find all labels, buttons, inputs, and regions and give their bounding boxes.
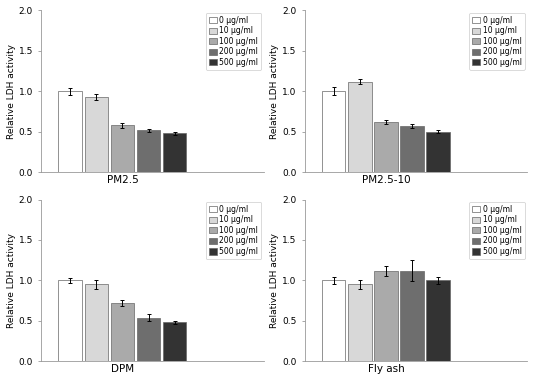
Y-axis label: Relative LDH activity: Relative LDH activity: [7, 44, 16, 139]
Bar: [111, 125, 134, 172]
Legend: 0 μg/ml, 10 μg/ml, 100 μg/ml, 200 μg/ml, 500 μg/ml: 0 μg/ml, 10 μg/ml, 100 μg/ml, 200 μg/ml,…: [469, 202, 525, 259]
Bar: [163, 133, 186, 172]
Bar: [111, 303, 134, 361]
Bar: [58, 280, 82, 361]
Bar: [84, 97, 108, 172]
Y-axis label: Relative LDH activity: Relative LDH activity: [7, 233, 16, 328]
Legend: 0 μg/ml, 10 μg/ml, 100 μg/ml, 200 μg/ml, 500 μg/ml: 0 μg/ml, 10 μg/ml, 100 μg/ml, 200 μg/ml,…: [469, 13, 525, 70]
Bar: [322, 91, 345, 172]
Bar: [400, 126, 424, 172]
Bar: [427, 280, 450, 361]
Bar: [348, 82, 372, 172]
Y-axis label: Relative LDH activity: Relative LDH activity: [271, 233, 279, 328]
Bar: [348, 285, 372, 361]
Legend: 0 μg/ml, 10 μg/ml, 100 μg/ml, 200 μg/ml, 500 μg/ml: 0 μg/ml, 10 μg/ml, 100 μg/ml, 200 μg/ml,…: [206, 202, 261, 259]
Bar: [163, 322, 186, 361]
Bar: [58, 91, 82, 172]
Y-axis label: Relative LDH activity: Relative LDH activity: [271, 44, 279, 139]
Bar: [84, 285, 108, 361]
Bar: [374, 271, 398, 361]
Bar: [137, 130, 160, 172]
Bar: [400, 271, 424, 361]
Bar: [137, 318, 160, 361]
Bar: [427, 132, 450, 172]
Legend: 0 μg/ml, 10 μg/ml, 100 μg/ml, 200 μg/ml, 500 μg/ml: 0 μg/ml, 10 μg/ml, 100 μg/ml, 200 μg/ml,…: [206, 13, 261, 70]
Bar: [374, 122, 398, 172]
Bar: [322, 280, 345, 361]
